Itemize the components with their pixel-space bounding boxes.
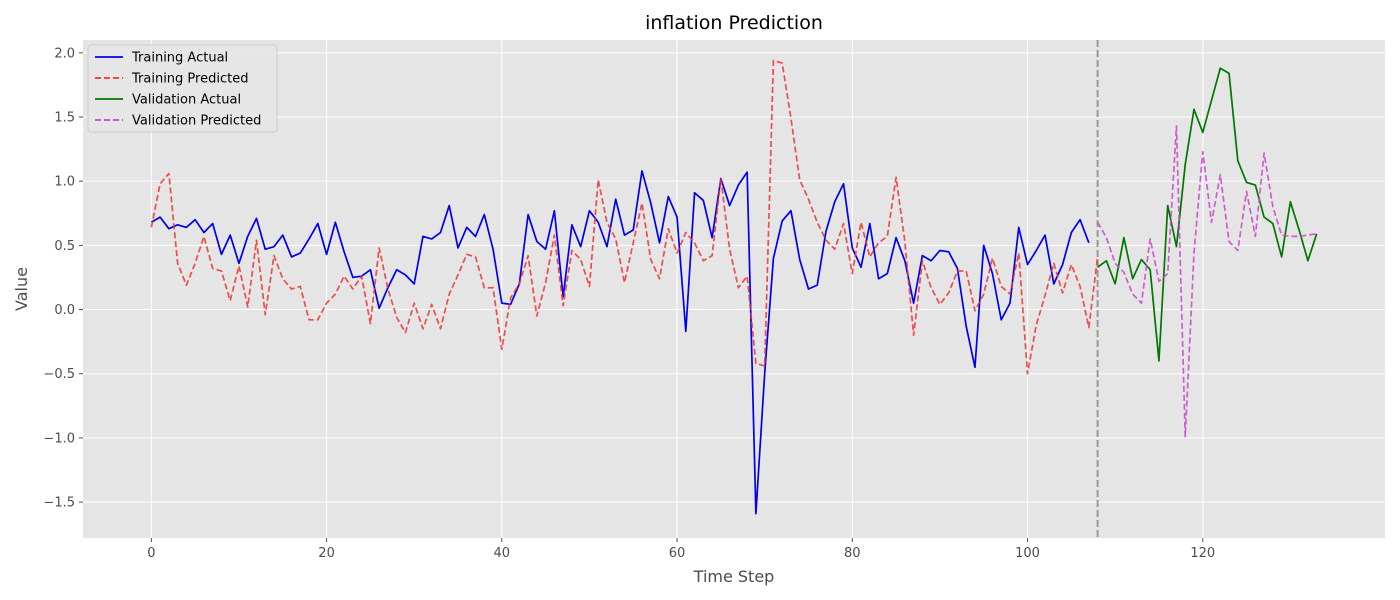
x-tick-label: 20 (318, 546, 335, 561)
y-tick-label: 2.0 (54, 46, 75, 61)
y-tick-label: 0.0 (54, 303, 75, 318)
x-tick-label: 60 (669, 546, 686, 561)
series-line-validation-predicted (1096, 125, 1317, 438)
x-tick-label: 100 (1015, 546, 1040, 561)
legend-label: Training Predicted (131, 72, 248, 87)
y-tick-label: 1.5 (54, 111, 75, 126)
x-axis-label: Time Step (693, 567, 775, 586)
series-lines (150, 59, 1318, 515)
y-tick-label: 0.5 (54, 239, 75, 254)
legend-label: Training Actual (131, 51, 228, 66)
x-tick-label: 0 (147, 546, 155, 561)
y-tick-label: −1.5 (43, 496, 75, 511)
chart-title: inflation Prediction (645, 12, 823, 34)
legend: Training Actual Training Predicted Validat… (87, 44, 278, 133)
x-tick-label: 120 (1190, 546, 1215, 561)
legend-box (87, 44, 278, 133)
legend-label: Validation Predicted (132, 114, 261, 129)
plot-area (83, 40, 1385, 538)
series-line-training-predicted (150, 59, 1099, 375)
y-axis-ticks: −1.5 −1.0 −0.5 0.0 0.5 1.0 1.5 2.0 (43, 46, 83, 511)
y-axis-label: Value (12, 267, 31, 311)
x-tick-label: 40 (494, 546, 511, 561)
series-line-validation-actual (1097, 67, 1318, 362)
x-tick-label: 80 (844, 546, 861, 561)
x-axis-ticks: 0 20 40 60 80 100 120 (147, 538, 1215, 561)
y-tick-label: −1.0 (43, 431, 75, 446)
y-tick-label: 1.0 (54, 175, 75, 190)
legend-label: Validation Actual (132, 93, 241, 108)
y-tick-label: −0.5 (43, 367, 75, 382)
grid-lines (83, 40, 1385, 538)
series-line-training-actual (150, 170, 1090, 515)
